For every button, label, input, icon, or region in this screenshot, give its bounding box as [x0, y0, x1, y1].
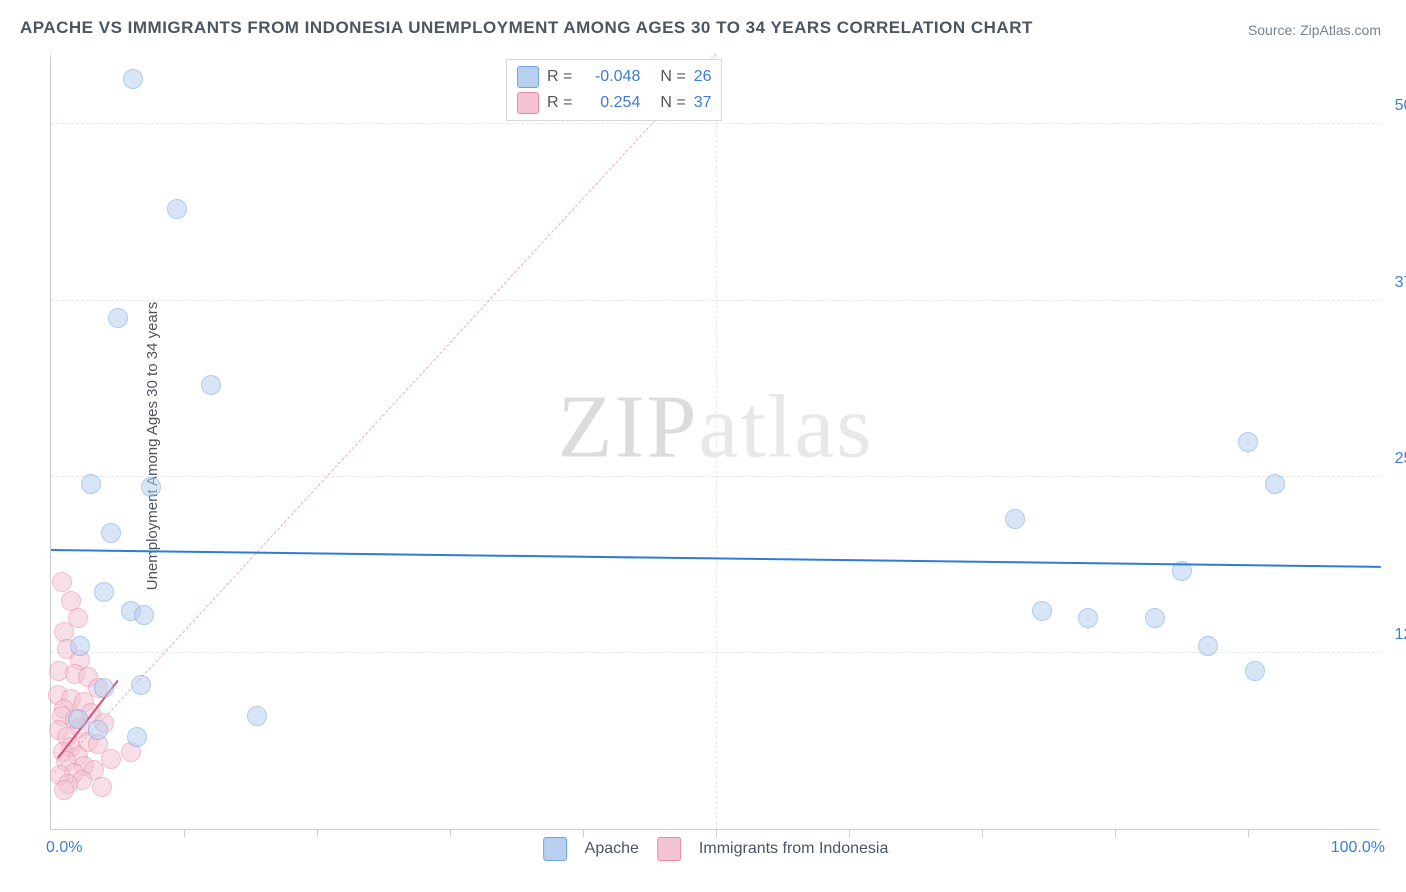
data-point-immigrants — [101, 749, 121, 769]
data-point-apache — [108, 308, 128, 328]
legend-swatch — [543, 837, 567, 861]
data-point-apache — [134, 605, 154, 625]
plot-area: ZIPatlas 12.5%25.0%37.5%50.0%0.0%100.0%R… — [50, 55, 1380, 830]
legend-n-value: 37 — [694, 94, 712, 112]
data-point-apache — [141, 477, 161, 497]
data-point-apache — [88, 720, 108, 740]
data-point-apache — [131, 675, 151, 695]
x-tick-mark — [1248, 829, 1249, 837]
data-point-apache — [70, 636, 90, 656]
legend-r-label: R = — [547, 68, 572, 86]
legend-r-value: 0.254 — [580, 94, 640, 112]
legend-swatch — [517, 92, 539, 114]
x-tick-mark — [317, 829, 318, 837]
data-point-apache — [1245, 661, 1265, 681]
y-tick-label: 37.5% — [1385, 274, 1406, 292]
chart-title: APACHE VS IMMIGRANTS FROM INDONESIA UNEM… — [20, 18, 1033, 38]
y-tick-label: 12.5% — [1385, 626, 1406, 644]
legend-r-label: R = — [547, 94, 572, 112]
data-point-apache — [201, 375, 221, 395]
legend-n-value: 26 — [694, 68, 712, 86]
legend-n-label: N = — [660, 68, 685, 86]
legend-series-label: Apache — [585, 840, 639, 858]
x-tick-min: 0.0% — [46, 839, 82, 857]
data-point-apache — [68, 709, 88, 729]
data-point-apache — [1265, 474, 1285, 494]
x-tick-max: 100.0% — [1331, 839, 1385, 857]
x-tick-mark — [583, 829, 584, 837]
data-point-apache — [94, 582, 114, 602]
legend-swatch — [517, 66, 539, 88]
data-point-apache — [247, 706, 267, 726]
data-point-apache — [123, 69, 143, 89]
legend-row: R = 0.254 N = 37 — [517, 90, 711, 116]
data-point-apache — [81, 474, 101, 494]
y-tick-label: 50.0% — [1385, 97, 1406, 115]
legend-r-value: -0.048 — [580, 68, 640, 86]
legend-series-label: Immigrants from Indonesia — [699, 840, 888, 858]
data-point-apache — [1198, 636, 1218, 656]
data-point-apache — [1032, 601, 1052, 621]
data-point-apache — [1005, 509, 1025, 529]
legend-row: R = -0.048 N = 26 — [517, 64, 711, 90]
x-tick-mark — [982, 829, 983, 837]
x-tick-mark — [1115, 829, 1116, 837]
legend-swatch — [657, 837, 681, 861]
x-tick-mark — [716, 829, 717, 837]
legend-n-label: N = — [660, 94, 685, 112]
x-tick-mark — [184, 829, 185, 837]
y-tick-label: 25.0% — [1385, 450, 1406, 468]
data-point-apache — [1238, 432, 1258, 452]
x-tick-mark — [450, 829, 451, 837]
data-point-apache — [94, 678, 114, 698]
data-point-apache — [1145, 608, 1165, 628]
data-point-apache — [101, 523, 121, 543]
data-point-apache — [1078, 608, 1098, 628]
legend-series: Apache Immigrants from Indonesia — [543, 837, 889, 861]
legend-correlation: R = -0.048 N = 26 R = 0.254 N = 37 — [506, 59, 722, 121]
data-point-apache — [167, 199, 187, 219]
grid-line-v — [716, 55, 717, 829]
data-point-immigrants — [54, 780, 74, 800]
source-attribution: Source: ZipAtlas.com — [1248, 22, 1381, 38]
data-point-immigrants — [52, 572, 72, 592]
data-point-apache — [127, 727, 147, 747]
x-tick-mark — [849, 829, 850, 837]
data-point-immigrants — [92, 777, 112, 797]
